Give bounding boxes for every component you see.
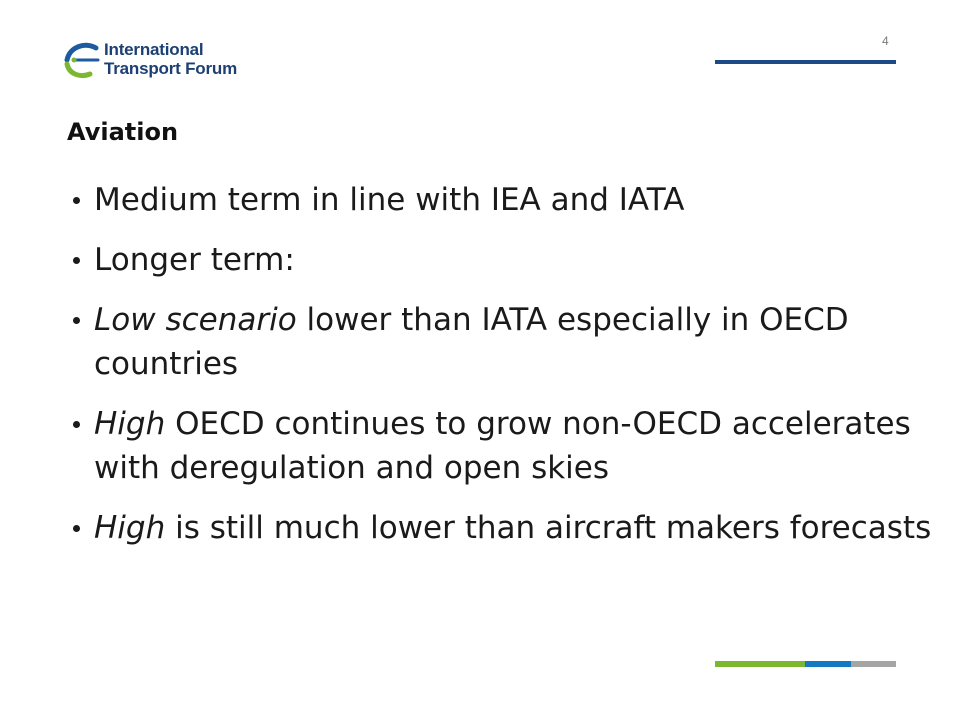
bullet-emphasis: Low scenario — [94, 302, 297, 338]
bullet-emphasis: High — [94, 510, 166, 546]
slide-title: Aviation — [67, 118, 179, 146]
bullet-dot-icon — [73, 525, 80, 532]
bullet-item: High is still much lower than aircraft m… — [70, 506, 950, 550]
bullet-item: High OECD continues to grow non-OECD acc… — [70, 402, 950, 490]
itf-logo: International Transport Forum — [62, 38, 252, 82]
logo-line-1: International — [104, 40, 204, 59]
bullet-emphasis: High — [94, 406, 166, 442]
itf-logo-icon — [64, 42, 100, 79]
logo-line-2: Transport Forum — [104, 59, 238, 78]
bullet-item: Low scenario lower than IATA especially … — [70, 298, 950, 386]
logo-wordmark: International Transport Forum — [104, 40, 237, 78]
top-divider — [715, 60, 896, 64]
page-number: 4 — [882, 34, 889, 48]
footer-bar-green — [715, 661, 805, 667]
bullet-item: Medium term in line with IEA and IATA — [70, 178, 950, 222]
footer-bar-blue — [805, 661, 851, 667]
bullet-text: Medium term in line with IEA and IATA — [94, 182, 685, 218]
bullet-text: Longer term: — [94, 242, 295, 278]
bullet-dot-icon — [73, 317, 80, 324]
bullet-dot-icon — [73, 257, 80, 264]
bullet-text: is still much lower than aircraft makers… — [165, 510, 932, 546]
bullet-text: OECD continues to grow non-OECD accelera… — [94, 406, 911, 486]
footer-color-bar — [715, 661, 896, 667]
bullet-dot-icon — [73, 197, 80, 204]
bullet-text: lower than IATA especially in OECD count… — [94, 302, 849, 382]
footer-bar-gray — [851, 661, 896, 667]
bullet-list: Medium term in line with IEA and IATA Lo… — [70, 178, 950, 566]
bullet-dot-icon — [73, 421, 80, 428]
bullet-item: Longer term: — [70, 238, 950, 282]
